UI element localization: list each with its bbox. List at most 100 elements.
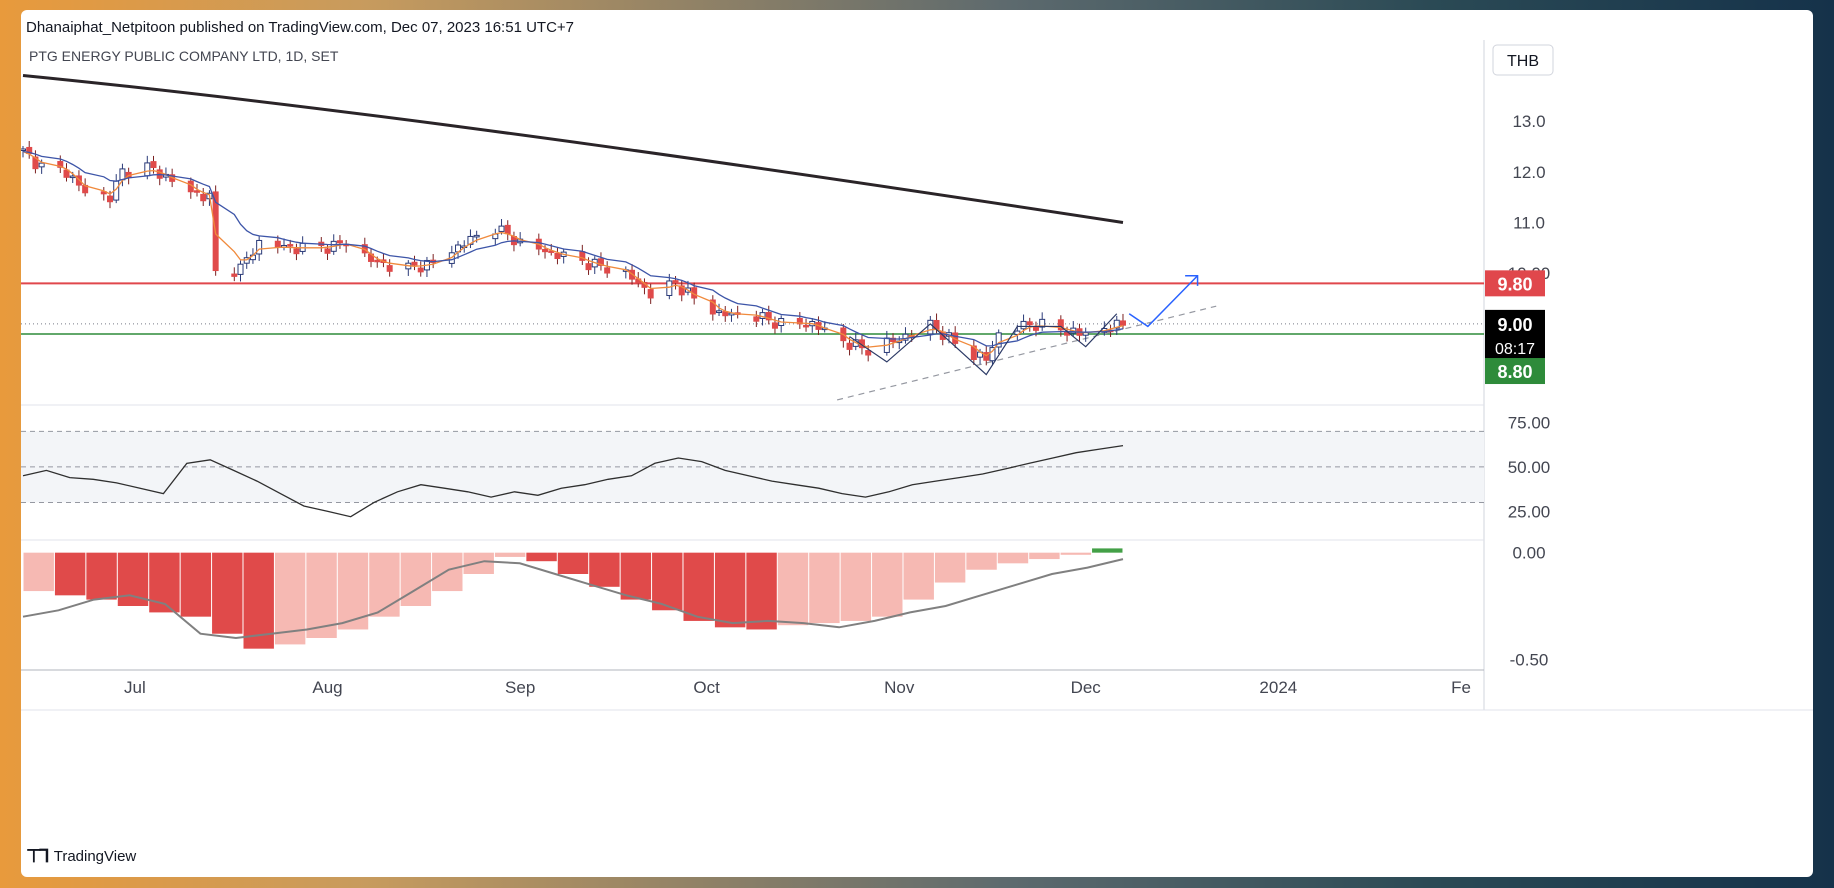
candle: [622, 266, 629, 279]
macd-histogram-bar: [620, 552, 652, 600]
candle: [597, 252, 604, 271]
candle: [709, 295, 716, 321]
candle-body: [107, 195, 114, 203]
candle-body: [324, 248, 331, 254]
candle-body: [411, 261, 418, 266]
candle-body: [597, 258, 604, 266]
arrow-head-icon: [1185, 274, 1199, 286]
symbol-title: PTG ENERGY PUBLIC COMPANY LTD, 1D, SET: [29, 48, 339, 64]
candle: [641, 278, 648, 295]
macd-histogram-bar: [683, 552, 714, 621]
macd-histogram-bar: [589, 552, 620, 587]
rsi-tick-label: 50.00: [1508, 458, 1551, 477]
candle-body: [374, 259, 381, 263]
candle: [778, 315, 785, 333]
candle-body: [709, 299, 716, 315]
ma-long-line: [22, 73, 1124, 224]
footer: ⊤⅂ TradingView: [26, 846, 136, 867]
candle: [1119, 313, 1126, 330]
candle: [678, 280, 685, 302]
candle-body: [1039, 318, 1046, 328]
candle: [187, 177, 194, 199]
candle-body: [293, 248, 300, 255]
macd-histogram-bar: [149, 552, 180, 613]
candle: [231, 267, 238, 282]
candle: [902, 327, 909, 344]
macd-histogram-bar: [1092, 548, 1123, 553]
macd-histogram-bar: [997, 552, 1029, 564]
macd-histogram-bar: [526, 552, 557, 562]
rsi-tick-label: 25.00: [1508, 502, 1551, 521]
candle: [970, 339, 977, 365]
macd-tick-label: -0.50: [1510, 650, 1549, 669]
candle: [1113, 315, 1120, 335]
candle-body: [666, 280, 673, 296]
price-tick-label: 12.0: [1512, 163, 1545, 182]
candle-body: [803, 324, 810, 328]
candle: [927, 315, 934, 341]
candle-body: [1113, 319, 1120, 329]
candle: [803, 318, 810, 332]
macd-histogram-bar: [337, 552, 369, 630]
candle-body: [716, 310, 723, 314]
candle: [299, 236, 306, 255]
candle-body: [970, 345, 977, 361]
macd-histogram-bar: [494, 552, 526, 557]
candle: [722, 306, 729, 322]
candle: [865, 345, 872, 362]
candle: [1039, 312, 1046, 331]
macd-histogram-bar: [306, 552, 337, 638]
candle: [200, 188, 207, 206]
resistance-price-label: 9.80: [1497, 274, 1532, 294]
candle-body: [796, 317, 803, 325]
candle-body: [865, 350, 872, 356]
candle: [896, 336, 903, 350]
macd-histogram-bar: [557, 552, 589, 574]
macd-histogram-bar: [54, 552, 86, 596]
macd-histogram-bar: [1060, 552, 1092, 555]
candle: [386, 259, 393, 277]
macd-histogram-bar: [369, 552, 400, 617]
candle: [1026, 317, 1033, 332]
candle: [423, 256, 430, 277]
macd-histogram-bar: [652, 552, 683, 611]
macd-histogram-bar: [432, 552, 463, 592]
candle: [417, 261, 424, 277]
candle-body: [194, 190, 201, 193]
candle-body: [144, 162, 151, 177]
last-price-label: 9.00: [1497, 315, 1532, 335]
candle-body: [38, 162, 45, 168]
candle-body: [890, 337, 897, 343]
candle: [716, 303, 723, 317]
candle-body: [1032, 326, 1039, 331]
candle: [554, 247, 561, 265]
candle: [560, 248, 567, 264]
candle-body: [585, 263, 592, 271]
time-axis-label: 2024: [1259, 678, 1297, 697]
macd-tick-label: 0.00: [1512, 544, 1545, 563]
candle: [492, 228, 499, 246]
candle-body: [554, 252, 561, 260]
candle-body: [386, 265, 393, 272]
candle: [82, 178, 89, 197]
candle-body: [753, 316, 760, 322]
candle-body: [63, 169, 70, 178]
chart-canvas[interactable]: PTG ENERGY PUBLIC COMPANY LTD, 1D, SET TH…: [21, 10, 1813, 877]
candle-body: [336, 240, 343, 244]
candle: [647, 283, 654, 304]
footer-brand: TradingView: [53, 848, 137, 865]
candle: [796, 311, 803, 329]
candle-body: [846, 342, 853, 350]
candle-body: [995, 332, 1002, 348]
candle: [336, 235, 343, 249]
macd-histogram-bar: [934, 552, 966, 583]
bar-countdown-label: 08:17: [1495, 341, 1535, 358]
candle-body: [21, 148, 26, 151]
time-axis-label: Aug: [312, 678, 342, 697]
macd-histogram-bar: [274, 552, 306, 645]
candle-body: [678, 285, 685, 296]
candle-body: [473, 234, 480, 238]
candle: [1082, 327, 1089, 342]
trendline: [836, 305, 1217, 401]
macd-histogram-bar: [714, 552, 746, 628]
